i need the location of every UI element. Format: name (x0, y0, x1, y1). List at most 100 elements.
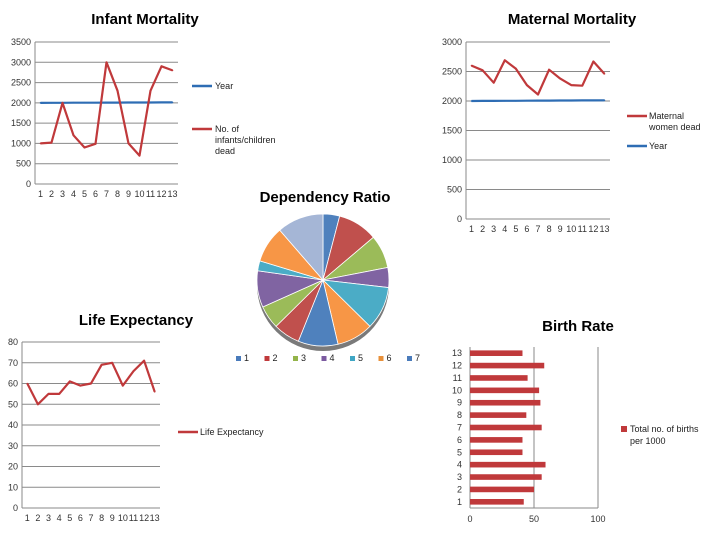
birth-rate-ytick-label: 3 (457, 472, 462, 482)
infant-series-line-1 (40, 61, 173, 157)
maternal-data-point (592, 60, 595, 63)
life-xtick-label: 11 (129, 513, 138, 523)
life-xtick-label: 13 (150, 513, 160, 523)
maternal-data-point (470, 64, 473, 67)
infant-xtick-label: 6 (93, 189, 98, 199)
pie-legend-key (264, 356, 270, 361)
dependency-ratio-title: Dependency Ratio (260, 189, 391, 206)
pie-legend-label: 4 (330, 353, 335, 363)
birth-rate-ytick-label: 2 (457, 484, 462, 494)
maternal-data-point (503, 100, 506, 102)
birth-rate-bar (470, 499, 524, 505)
life-expectancy-title: Life Expectancy (79, 312, 194, 329)
infant-data-point (83, 101, 86, 104)
infant-mortality-y-axis: 0 500 1000 1500 2000 2500 3000 3500 (11, 37, 31, 189)
infant-ytick-label: 1500 (11, 118, 31, 128)
maternal-xtick-label: 7 (535, 224, 540, 234)
birth-rate-bar (470, 424, 542, 431)
life-data-point (58, 393, 60, 395)
maternal-ytick-label: 3000 (442, 37, 462, 47)
pie-legend-label: 2 (273, 353, 278, 363)
life-data-point (47, 393, 50, 395)
maternal-xtick-label: 6 (524, 224, 529, 234)
maternal-data-point (559, 99, 561, 102)
legend-label-life-expectancy: Life Expectancy (200, 427, 264, 437)
infant-ytick-label: 3500 (11, 37, 31, 47)
maternal-xtick-label: 11 (578, 224, 587, 234)
life-series-line-0 (26, 359, 156, 406)
maternal-data-point (570, 99, 573, 102)
birth-rate-bar (470, 362, 545, 369)
maternal-mortality-x-axis: 1 2 3 4 5 6 7 8 9 10 11 12 13 (469, 224, 609, 234)
infant-xtick-label: 8 (115, 189, 120, 199)
birth-rate-bar (470, 474, 542, 480)
maternal-mortality-title: Maternal Mortality (508, 11, 637, 28)
life-xtick-label: 9 (110, 513, 115, 523)
pie-slice (279, 213, 324, 282)
life-ytick-label: 30 (8, 441, 18, 451)
maternal-data-point (559, 77, 561, 80)
maternal-xtick-label: 3 (491, 224, 496, 234)
maternal-mortality-chart: Maternal Mortality 0 500 1000 1500 2000 2500 3… (442, 11, 701, 234)
pie-legend-label: 3 (301, 353, 306, 363)
life-expectancy-series (26, 359, 156, 406)
pie-legend-key (321, 356, 327, 361)
birth-rate-ytick-label: 8 (457, 410, 462, 420)
birth-rate-ytick-label: 12 (452, 361, 462, 371)
maternal-data-point (526, 84, 528, 86)
maternal-data-point (570, 84, 573, 86)
infant-xtick-label: 5 (82, 189, 87, 199)
maternal-data-point (526, 99, 528, 102)
infant-ytick-label: 500 (16, 159, 31, 169)
pie-legend-key (293, 356, 298, 361)
life-ytick-label: 60 (8, 379, 18, 389)
infant-data-point (127, 101, 130, 104)
infant-data-point (138, 154, 141, 157)
legend-label-maternal-line1: Maternal (649, 111, 684, 121)
infant-data-point (138, 101, 141, 104)
maternal-ytick-label: 2000 (442, 96, 462, 106)
infant-data-point (116, 101, 119, 104)
legend-key-births (621, 426, 627, 432)
infant-xtick-label: 2 (49, 189, 54, 199)
infant-ytick-label: 3000 (11, 57, 31, 67)
infant-xtick-label: 9 (126, 189, 131, 199)
maternal-data-point (581, 99, 584, 102)
birth-rate-bar (470, 399, 541, 406)
birth-rate-bars (470, 350, 546, 505)
infant-xtick-label: 3 (60, 189, 65, 199)
life-ytick-label: 50 (8, 399, 18, 409)
pie-legend-label: 6 (387, 353, 392, 363)
birth-rate-bar (470, 412, 527, 418)
dependency-ratio-legend: 1 2 3 4 5 6 7 (236, 353, 420, 363)
maternal-xtick-label: 1 (469, 224, 474, 234)
maternal-xtick-label: 4 (502, 224, 507, 234)
legend-label-year-maternal: Year (649, 141, 667, 151)
infant-xtick-label: 4 (71, 189, 76, 199)
pie-legend-key (350, 356, 355, 361)
infant-data-point (149, 89, 152, 92)
birth-rate-bar (470, 461, 546, 468)
legend-label-infants-dead-line1: No. of (215, 124, 240, 134)
maternal-data-point (492, 81, 495, 84)
legend-label-births-line1: Total no. of births (630, 424, 699, 434)
infant-data-point (127, 142, 130, 145)
maternal-ytick-label: 0 (457, 214, 462, 224)
maternal-mortality-gridlines (465, 41, 610, 220)
life-data-point (143, 359, 145, 362)
dependency-ratio-chart: Dependency Ratio 1 2 3 4 5 6 7 (236, 189, 420, 363)
infant-xtick-label: 13 (167, 189, 177, 199)
maternal-data-point (603, 99, 606, 102)
life-expectancy-legend: Life Expectancy (178, 427, 264, 437)
birth-rate-ytick-label: 7 (457, 423, 462, 433)
maternal-data-point (603, 73, 606, 75)
legend-label-births-line2: per 1000 (630, 436, 666, 446)
maternal-xtick-label: 13 (599, 224, 609, 234)
birth-rate-ytick-label: 13 (452, 348, 462, 358)
maternal-xtick-label: 8 (547, 224, 552, 234)
legend-label-infants-dead-line3: dead (215, 146, 235, 156)
infant-data-point (61, 102, 64, 104)
life-data-point (122, 384, 124, 387)
infant-mortality-x-axis: 1 2 3 4 5 6 7 8 9 10 11 12 13 (38, 189, 178, 199)
